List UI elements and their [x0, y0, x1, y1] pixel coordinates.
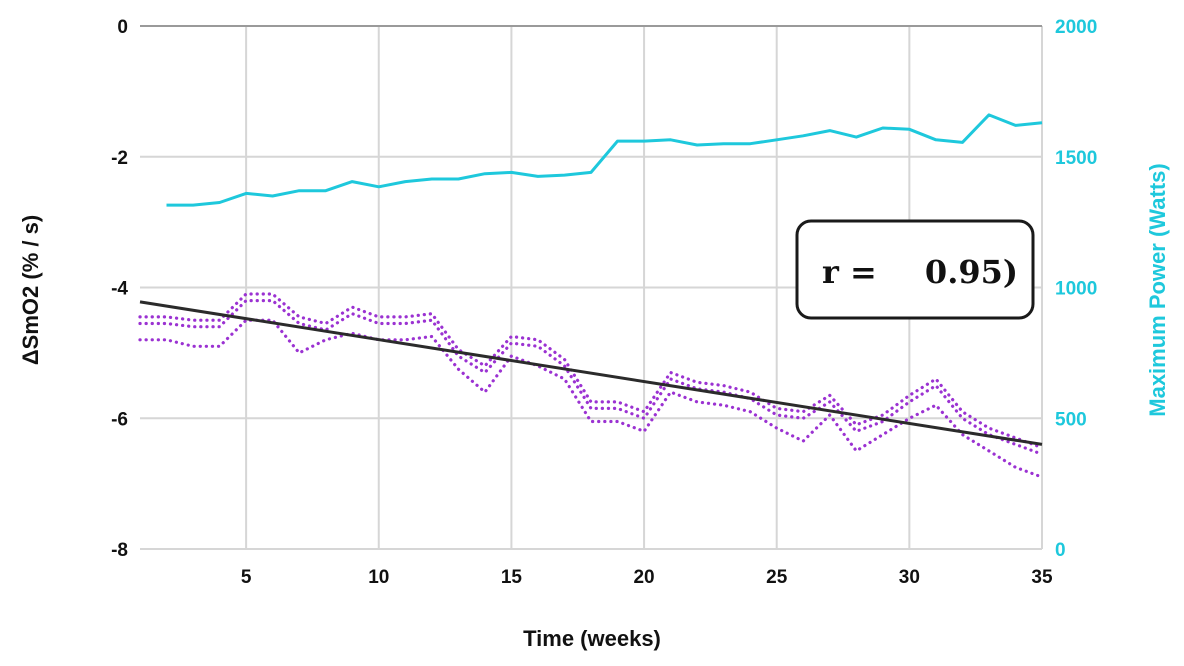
x-tick-label: 30 — [899, 567, 920, 588]
y-right-tick-label: 1500 — [1055, 148, 1097, 169]
series-layer — [138, 113, 1044, 479]
trend-line — [139, 300, 1043, 446]
tick-labels: 0 -2 -4 -6 -8 2000 1500 1000 500 0 5 10 15 20 25 30 35 — [111, 17, 1097, 588]
x-tick-label: 15 — [501, 567, 523, 588]
smo2-dotted-line — [138, 292, 1044, 450]
x-tick-label: 35 — [1031, 567, 1053, 588]
x-tick-label: 10 — [368, 567, 389, 588]
grid-lines — [140, 25, 1043, 550]
annotation-r-label: r = — [822, 253, 877, 291]
smo2-dotted-line — [138, 318, 1044, 479]
y-left-tick-label: -4 — [111, 279, 128, 300]
x-tick-label: 25 — [766, 567, 788, 588]
x-axis-title: Time (weeks) — [523, 626, 661, 651]
annotation-box — [795, 219, 1035, 320]
y-left-tick-label: -8 — [111, 540, 128, 561]
y-axis-title-left: ΔSmO2 (% / s) — [18, 215, 43, 365]
y-left-tick-label: -2 — [111, 148, 128, 169]
y-left-tick-label: 0 — [117, 17, 128, 38]
y-axis-title-right: Maximum Power (Watts) — [1145, 163, 1170, 416]
y-right-tick-label: 500 — [1055, 409, 1087, 430]
x-tick-label: 20 — [633, 567, 654, 588]
max-power-line — [166, 113, 1043, 207]
correlation-annotation: r = 0.95) — [795, 219, 1035, 320]
y-right-tick-label: 2000 — [1055, 17, 1097, 38]
annotation-r-value: 0.95) — [925, 253, 1018, 291]
y-right-tick-label: 1000 — [1055, 279, 1097, 300]
x-tick-label: 5 — [241, 567, 252, 588]
y-left-tick-label: -6 — [111, 409, 128, 430]
y-right-tick-label: 0 — [1055, 540, 1066, 561]
smo2-dotted-line — [138, 299, 1044, 456]
